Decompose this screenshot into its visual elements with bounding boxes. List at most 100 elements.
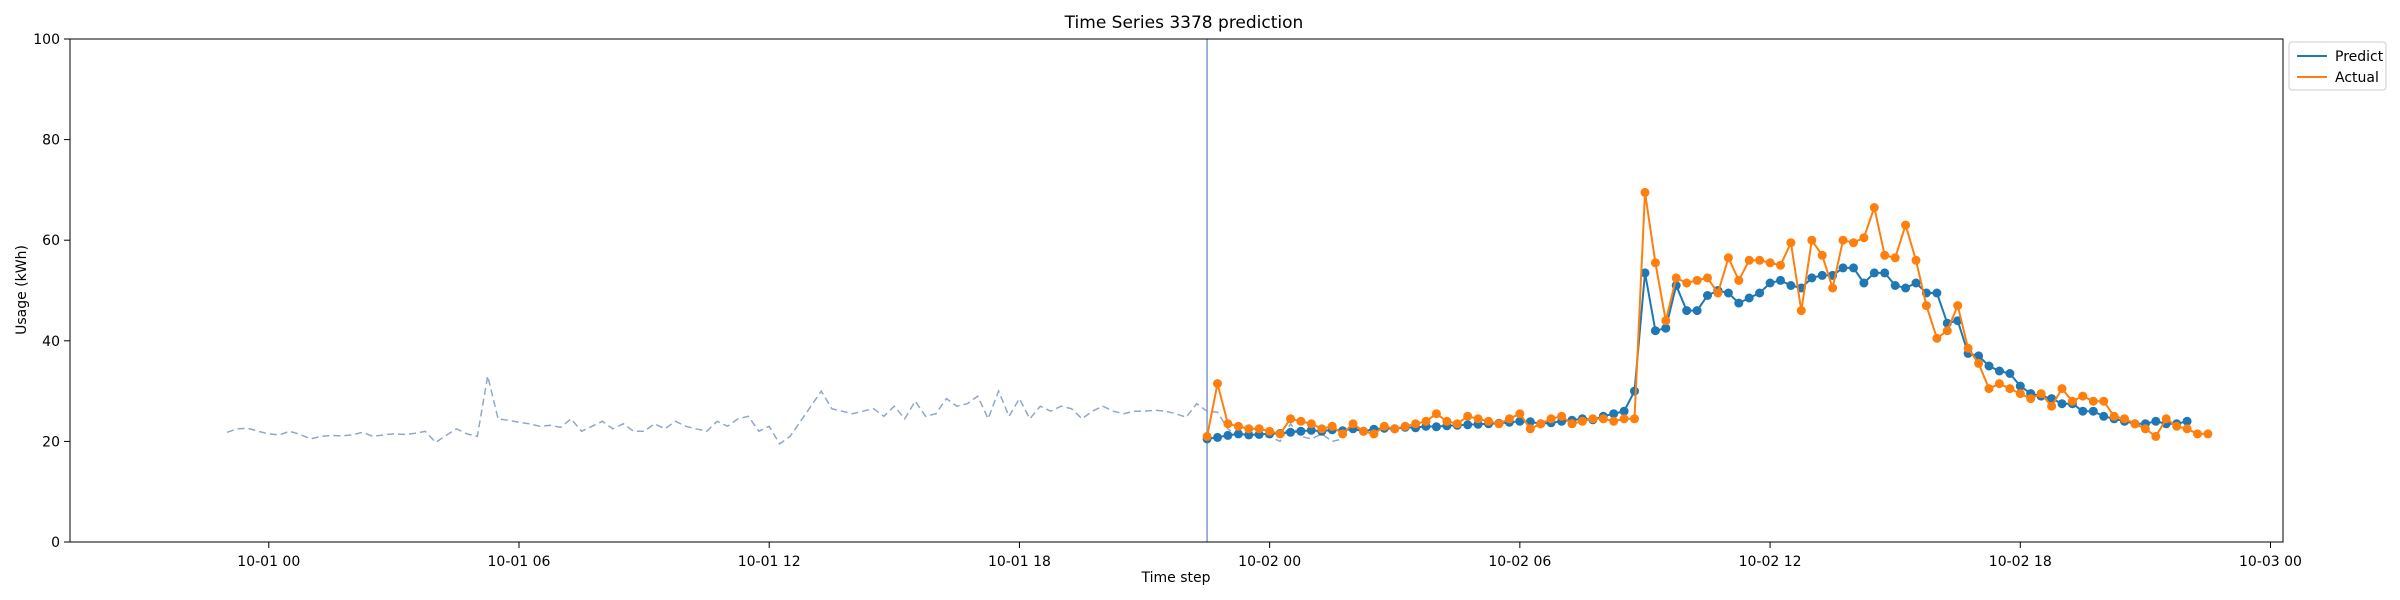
data-point-predict [1296, 426, 1306, 436]
data-point-actual [1890, 253, 1900, 263]
data-point-actual [1473, 414, 1483, 424]
x-tick-label: 10-02 00 [1238, 554, 1301, 570]
data-point-actual [1723, 253, 1733, 263]
x-tick-label: 10-02 12 [1739, 554, 1802, 570]
data-point-predict [2088, 406, 2098, 416]
data-point-actual [1421, 416, 1431, 426]
data-point-predict [2078, 406, 2088, 416]
data-point-actual [1546, 414, 1556, 424]
data-point-predict [1619, 406, 1629, 416]
data-point-actual [1286, 414, 1295, 424]
data-point-predict [1692, 306, 1702, 316]
data-point-actual [1807, 235, 1817, 245]
x-axis-label: Time step [1141, 570, 1211, 586]
data-point-actual [2203, 429, 2213, 439]
data-point-actual [1504, 414, 1514, 424]
data-point-predict [1880, 268, 1890, 278]
y-tick-label: 0 [51, 535, 60, 551]
data-point-predict [1431, 422, 1441, 432]
data-point-predict [1911, 278, 1921, 288]
data-point-actual [1713, 288, 1723, 298]
data-point-predict [1849, 263, 1858, 273]
data-point-predict [1765, 278, 1775, 288]
data-point-actual [1849, 238, 1858, 248]
x-tick-label: 10-01 18 [988, 554, 1051, 570]
data-point-actual [1692, 275, 1702, 285]
data-point-actual [1379, 421, 1389, 431]
data-point-actual [1838, 235, 1848, 245]
data-point-actual [2057, 384, 2067, 394]
data-point-actual [2120, 414, 2129, 424]
data-point-actual [1921, 301, 1931, 311]
data-point-actual [2047, 401, 2057, 411]
data-point-actual [1786, 238, 1796, 248]
data-point-actual [1348, 419, 1358, 429]
data-point-actual [1275, 429, 1285, 439]
x-tick-label: 10-02 18 [1989, 554, 2052, 570]
data-point-predict [1233, 429, 1243, 439]
data-point-predict [1515, 416, 1525, 426]
y-tick-label: 20 [42, 434, 60, 450]
data-point-predict [1734, 298, 1744, 308]
data-point-actual [2099, 396, 2109, 406]
data-point-predict [1932, 288, 1942, 298]
data-point-actual [1984, 384, 1994, 394]
data-point-actual [1869, 203, 1879, 212]
data-point-actual [1442, 416, 1452, 426]
data-point-predict [2182, 416, 2192, 426]
data-point-actual [1484, 416, 1494, 426]
data-point-predict [1755, 288, 1765, 298]
legend: Predict Actual [2288, 41, 2387, 91]
data-point-predict [1890, 281, 1900, 290]
data-point-predict [1306, 425, 1316, 435]
data-point-predict [1213, 432, 1222, 442]
data-point-actual [2182, 424, 2192, 434]
data-point-actual [1880, 250, 1890, 260]
data-point-predict [1609, 409, 1619, 419]
data-point-actual [1650, 258, 1660, 268]
y-tick-label: 100 [33, 32, 60, 48]
data-point-actual [2026, 394, 2036, 404]
data-point-actual [1682, 278, 1692, 288]
data-point-predict [1682, 306, 1692, 316]
data-point-actual [1213, 379, 1222, 389]
data-point-actual [1411, 419, 1421, 429]
y-axis-label: Usage (kWh) [14, 245, 30, 335]
data-point-actual [1296, 416, 1306, 426]
data-point-actual [1859, 233, 1869, 243]
data-point-predict [1630, 386, 1639, 396]
data-point-predict [2015, 381, 2025, 391]
data-point-predict [2099, 411, 2109, 421]
data-point-actual [1911, 255, 1921, 265]
data-point-actual [1306, 419, 1316, 429]
x-tick-label: 10-02 06 [1488, 554, 1551, 570]
data-point-actual [1557, 411, 1567, 421]
data-point-predict [2151, 416, 2161, 426]
data-point-actual [1703, 273, 1712, 283]
data-point-actual [1765, 258, 1775, 268]
data-point-predict [2005, 369, 2015, 378]
data-point-predict [1974, 351, 1984, 361]
data-point-predict [1223, 430, 1233, 440]
y-tick-label: 60 [42, 233, 60, 249]
data-point-actual [1963, 343, 1973, 353]
data-point-actual [1630, 414, 1639, 424]
data-point-actual [1390, 424, 1400, 434]
data-point-actual [1671, 273, 1681, 283]
data-point-actual [1661, 316, 1671, 326]
data-point-actual [1223, 419, 1233, 429]
x-tick-label: 10-01 06 [488, 554, 551, 570]
data-point-actual [1317, 424, 1327, 434]
data-point-actual [2172, 421, 2182, 431]
data-point-actual [2151, 431, 2161, 441]
plot-area [226, 39, 2213, 542]
data-point-actual [1567, 419, 1577, 429]
data-point-actual [2067, 396, 2077, 406]
history-line [226, 375, 1343, 445]
data-point-actual [1609, 416, 1619, 426]
data-point-actual [1828, 283, 1838, 293]
data-point-actual [1942, 326, 1952, 336]
data-point-predict [1901, 283, 1911, 293]
